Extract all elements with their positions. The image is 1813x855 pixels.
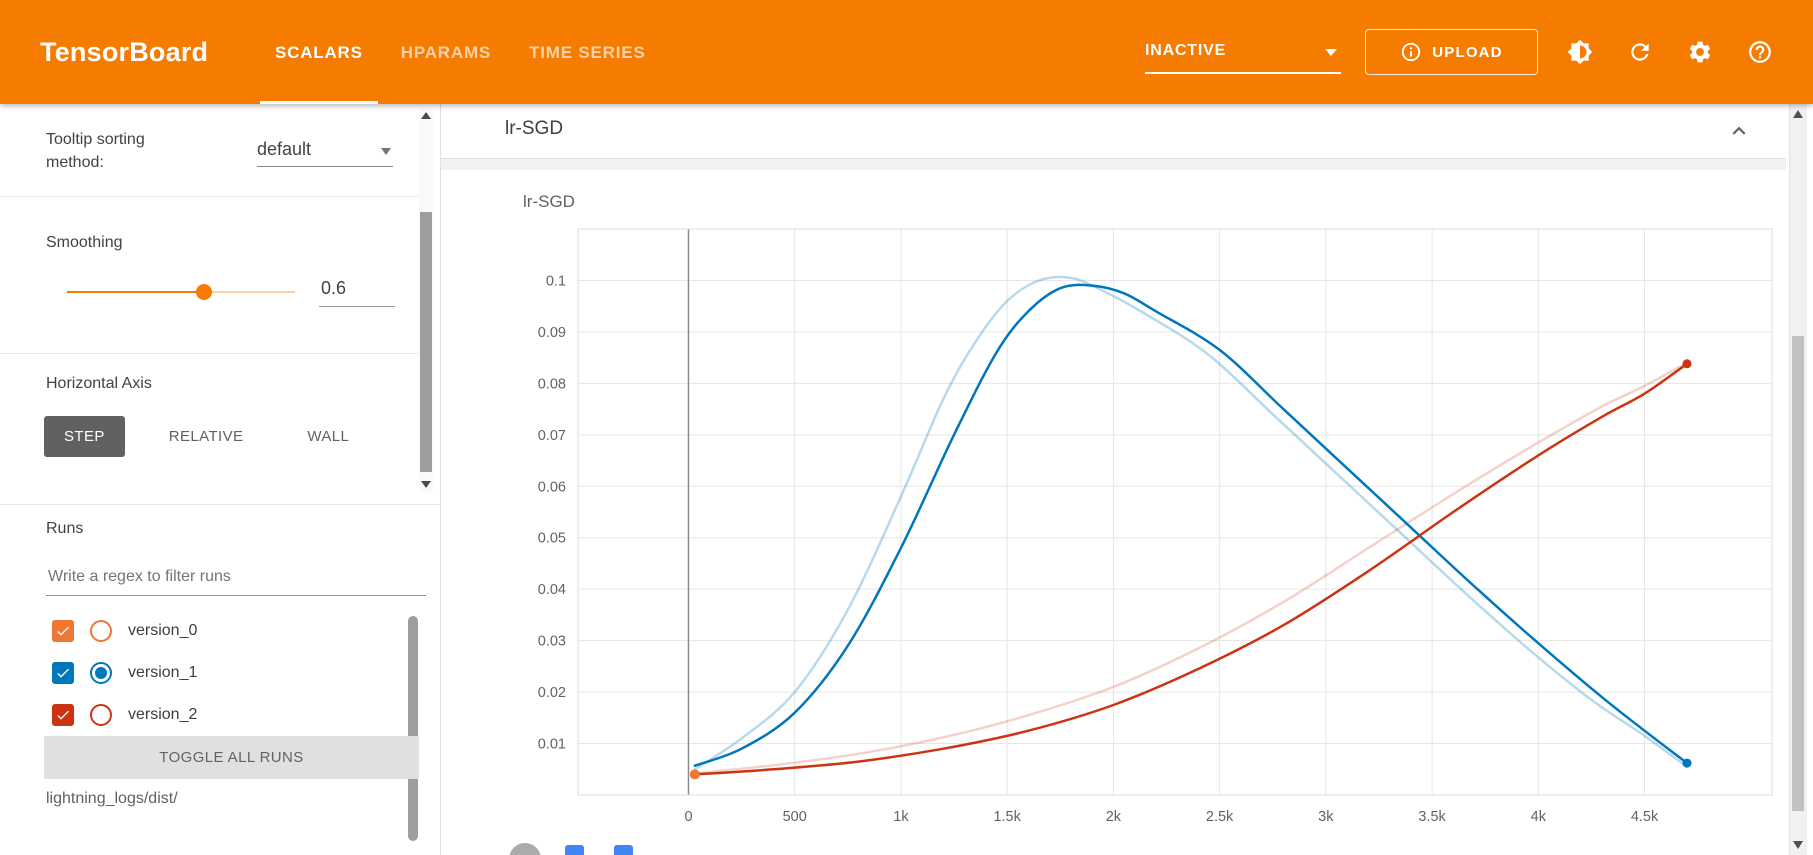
status-dropdown[interactable]: INACTIVE — [1145, 36, 1341, 74]
runs-filter-input[interactable] — [46, 559, 426, 596]
tooltip-sorting-dropdown[interactable]: default — [257, 134, 393, 167]
dot-version-2-smoothed — [1682, 359, 1692, 369]
scrollbar-thumb[interactable] — [420, 212, 432, 472]
y-tick-label: 0.09 — [538, 325, 566, 341]
run-checkbox[interactable] — [52, 620, 74, 642]
divider — [0, 353, 419, 354]
tab-label: SCALARS — [275, 43, 363, 62]
dot-version-0 — [689, 769, 700, 780]
divider — [0, 504, 440, 505]
x-tick-label: 4k — [1531, 809, 1547, 825]
line-version-2-unsmoothed — [693, 361, 1689, 775]
refresh-icon[interactable] — [1627, 39, 1653, 65]
x-tick-label: 3k — [1318, 809, 1334, 825]
run-radio[interactable] — [90, 662, 112, 684]
line-version-1-unsmoothed — [693, 275, 1689, 771]
run-radio[interactable] — [90, 704, 112, 726]
log-directory-label: lightning_logs/dist/ — [46, 790, 178, 807]
help-icon[interactable] — [1747, 39, 1773, 65]
card-footer-toggle-icon[interactable] — [614, 845, 633, 855]
run-name: version_1 — [128, 664, 198, 681]
toggle-all-runs-button[interactable]: TOGGLE ALL RUNS — [44, 736, 419, 779]
y-tick-label: 0.08 — [538, 376, 566, 392]
y-tick-label: 0.01 — [538, 737, 566, 753]
app-header: TensorBoard SCALARS HPARAMS TIME SERIES … — [0, 0, 1813, 104]
y-tick-label: 0.04 — [538, 582, 566, 598]
divider — [0, 196, 419, 197]
scalar-chart-card: lr-SGD 0.01 0.02 0.03 0.04 0.05 0.06 0.07 0.08 0… — [441, 170, 1786, 855]
status-dropdown-value: INACTIVE — [1145, 42, 1227, 59]
smoothing-slider[interactable] — [67, 278, 295, 306]
y-tick-label: 0.02 — [538, 685, 566, 701]
chevron-up-icon[interactable] — [1726, 118, 1752, 144]
horizontal-axis-toggle: STEP RELATIVE WALL — [44, 416, 369, 457]
runs-label: Runs — [46, 520, 84, 537]
slider-thumb[interactable] — [195, 284, 212, 300]
run-checkbox[interactable] — [52, 662, 74, 684]
scroll-up-arrow-icon[interactable] — [421, 112, 431, 119]
scroll-up-arrow-icon[interactable] — [1793, 110, 1803, 118]
tooltip-sorting-value: default — [257, 139, 312, 159]
brightness-icon[interactable] — [1567, 39, 1593, 65]
app-title: TensorBoard — [40, 37, 209, 67]
run-row-version-2[interactable]: version_2 — [0, 694, 404, 736]
axis-step-button[interactable]: STEP — [44, 416, 125, 457]
card-footer-toggle-icon[interactable] — [565, 845, 584, 855]
tab-scalars[interactable]: SCALARS — [256, 0, 382, 104]
dot-version-1-smoothed — [1682, 758, 1692, 768]
y-tick-label: 0.07 — [538, 428, 566, 444]
x-tick-label: 1k — [893, 809, 909, 825]
run-radio[interactable] — [90, 620, 112, 642]
x-tick-label: 4.5k — [1631, 809, 1659, 825]
tab-time-series[interactable]: TIME SERIES — [510, 0, 665, 104]
scalar-chart[interactable]: 0.01 0.02 0.03 0.04 0.05 0.06 0.07 0.08 0.09 0.1 0… — [500, 220, 1786, 855]
chevron-down-icon — [381, 148, 391, 155]
line-version-1-smoothed — [693, 283, 1689, 767]
slider-fill — [67, 291, 204, 293]
settings-scrollbar[interactable] — [419, 108, 433, 492]
tab-label: HPARAMS — [400, 43, 492, 62]
y-tick-label: 0.03 — [538, 634, 566, 650]
tooltip-sorting-label: Tooltip sorting method: — [46, 131, 145, 171]
chart-title: lr-SGD — [523, 192, 575, 211]
plot-border — [577, 228, 1773, 796]
scroll-down-arrow-icon[interactable] — [421, 481, 431, 488]
x-tick-label: 1.5k — [993, 809, 1021, 825]
x-tick-label: 2k — [1106, 809, 1122, 825]
runs-scrollbar-thumb[interactable] — [408, 616, 418, 841]
tab-label: TIME SERIES — [529, 43, 646, 62]
settings-gear-icon[interactable] — [1687, 39, 1713, 65]
card-footer-button[interactable] — [509, 843, 541, 855]
x-tick-label: 2.5k — [1206, 809, 1234, 825]
run-row-version-0[interactable]: version_0 — [0, 610, 404, 652]
smoothing-value-input[interactable]: 0.6 — [319, 272, 395, 307]
info-icon — [1400, 41, 1422, 63]
y-tick-label: 0.06 — [538, 479, 566, 495]
x-tick-label: 0 — [684, 809, 692, 825]
page-scrollbar[interactable] — [1789, 104, 1807, 855]
x-tick-label: 3.5k — [1418, 809, 1446, 825]
scroll-down-arrow-icon[interactable] — [1793, 841, 1803, 849]
scrollbar-thumb[interactable] — [1792, 336, 1804, 811]
tab-hparams[interactable]: HPARAMS — [382, 0, 510, 104]
chart-group-header[interactable]: lr-SGD — [441, 104, 1786, 159]
smoothing-label: Smoothing — [46, 234, 123, 251]
x-tick-label: 500 — [783, 809, 807, 825]
chart-group-title: lr-SGD — [505, 118, 564, 139]
y-tick-label: 0.1 — [546, 273, 566, 289]
run-checkbox[interactable] — [52, 704, 74, 726]
settings-sidebar: Tooltip sorting method: default Smoothin… — [0, 104, 441, 855]
y-tick-label: 0.05 — [538, 531, 566, 547]
upload-button[interactable]: UPLOAD — [1365, 29, 1538, 75]
run-name: version_2 — [128, 706, 198, 723]
chevron-down-icon — [1325, 49, 1337, 56]
run-name: version_0 — [128, 622, 198, 639]
axis-wall-button[interactable]: WALL — [287, 416, 369, 457]
run-row-version-1[interactable]: version_1 — [0, 652, 404, 694]
tab-bar: SCALARS HPARAMS TIME SERIES — [256, 0, 665, 104]
horizontal-axis-label: Horizontal Axis — [46, 375, 152, 392]
axis-relative-button[interactable]: RELATIVE — [149, 416, 264, 457]
line-version-2-smoothed — [693, 362, 1689, 776]
upload-button-label: UPLOAD — [1432, 43, 1503, 61]
